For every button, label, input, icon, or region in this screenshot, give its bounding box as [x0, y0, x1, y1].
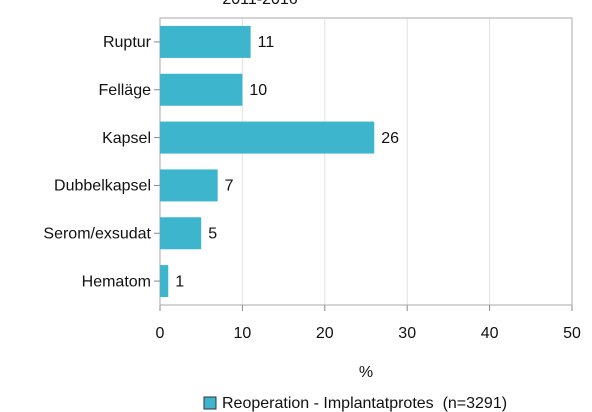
value-label: 11 — [258, 34, 275, 51]
x-tick-label: 20 — [316, 325, 334, 342]
plot-frame — [159, 17, 573, 306]
x-axis-label: % — [359, 364, 373, 381]
y-tick-label: Kapsel — [102, 130, 151, 147]
bar — [160, 265, 169, 298]
x-tick-label: 40 — [481, 325, 499, 342]
x-tick-label: 50 — [563, 325, 581, 342]
y-tick-label: Dubbelkapsel — [54, 178, 151, 195]
value-label: 1 — [175, 273, 184, 290]
bar — [160, 217, 202, 250]
x-tick-label: 0 — [156, 325, 165, 342]
y-tick-label: Hematom — [82, 273, 151, 290]
bar — [160, 169, 218, 202]
y-tick-label: Felläge — [99, 82, 152, 99]
value-label: 26 — [381, 130, 399, 147]
bar — [160, 73, 243, 106]
x-tick-label: 10 — [234, 325, 252, 342]
chart-title: 2011-2016 — [222, 0, 297, 8]
value-label: 10 — [249, 82, 267, 99]
value-label: 5 — [208, 225, 217, 242]
value-label: 7 — [225, 178, 234, 195]
bar — [160, 121, 375, 154]
y-tick-label: Serom/exsudat — [43, 225, 151, 242]
y-tick-label: Ruptur — [103, 34, 152, 51]
x-tick-label: 30 — [398, 325, 416, 342]
bar — [160, 25, 251, 58]
legend-swatch — [203, 396, 217, 410]
legend-label: Reoperation - Implantatprotes (n=3291) — [222, 395, 507, 412]
